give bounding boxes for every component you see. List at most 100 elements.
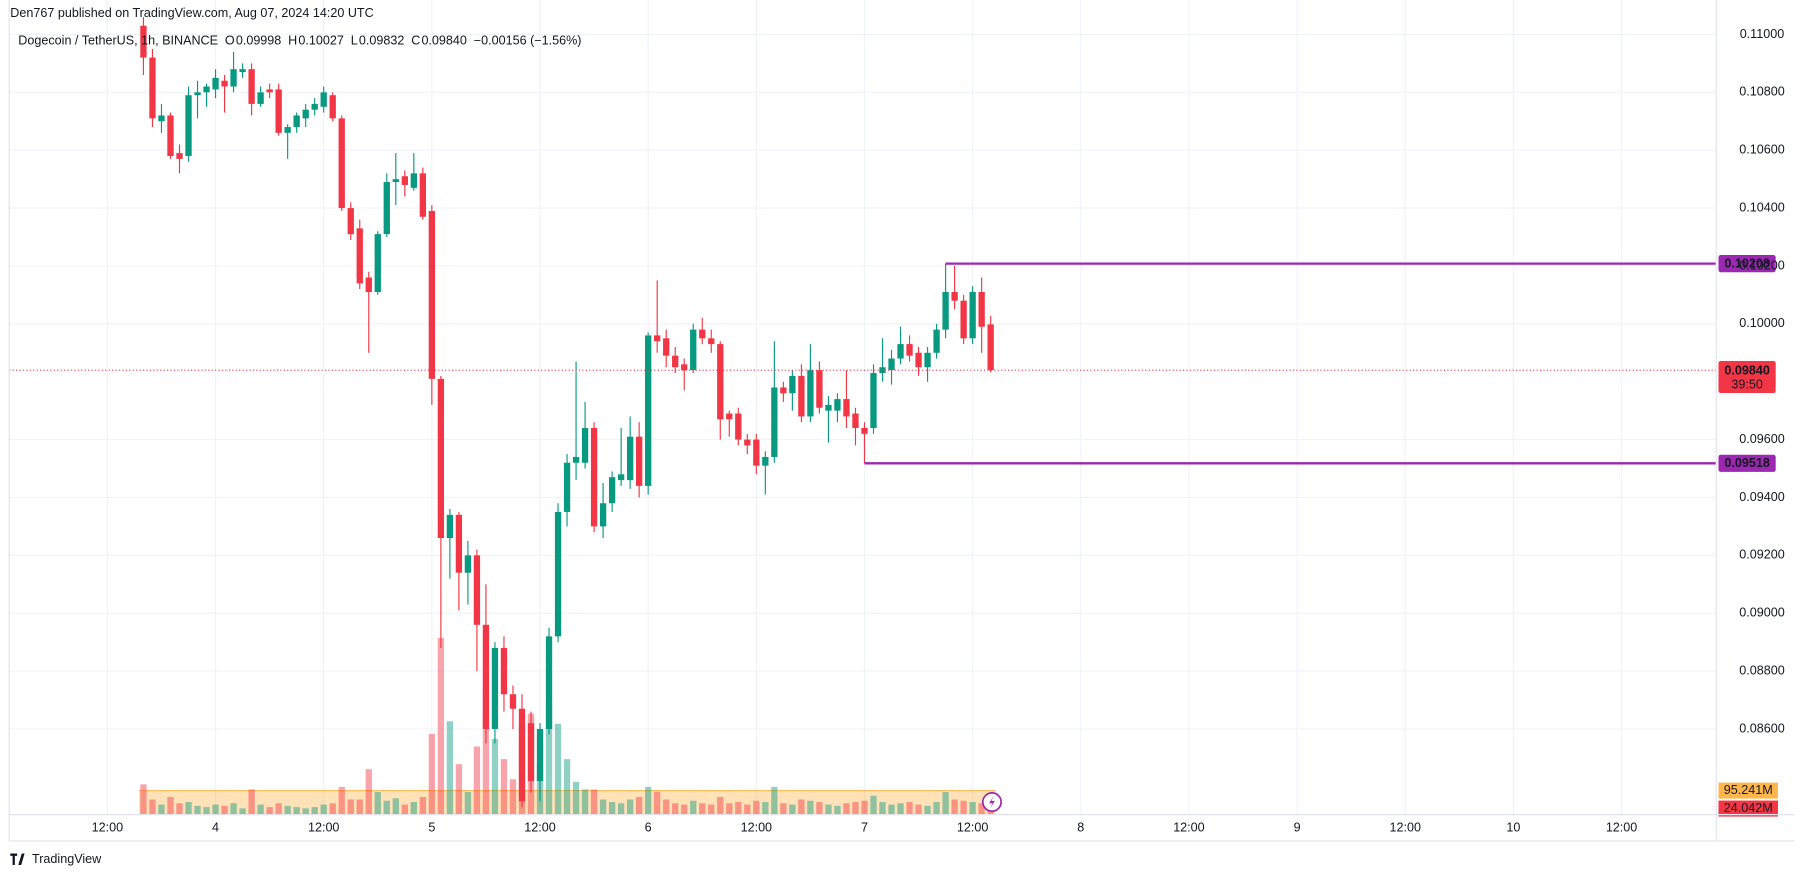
y-tick-label: 0.10000 — [1739, 316, 1784, 330]
x-tick-label: 5 — [428, 821, 435, 835]
candle-body — [780, 387, 787, 394]
candle-body — [491, 647, 499, 729]
volume-bar — [545, 701, 553, 815]
candle-body — [843, 399, 850, 417]
candle-body — [500, 647, 508, 695]
volume-bar — [338, 786, 345, 815]
volume-bar — [852, 802, 859, 815]
candle-body — [915, 352, 922, 368]
candle-body — [212, 77, 219, 90]
volume-ma-badge — [1718, 782, 1778, 799]
last-volume-badge — [1718, 800, 1778, 817]
candle-body — [654, 335, 661, 342]
candle-body — [762, 456, 769, 466]
candle-body — [789, 375, 796, 394]
candle-body — [933, 329, 940, 353]
volume-bar — [897, 803, 904, 815]
volume-bar — [834, 805, 841, 815]
candle-body — [906, 344, 913, 356]
candle-body — [987, 324, 994, 371]
volume-bar — [744, 804, 751, 815]
candle-body — [735, 413, 742, 440]
candle-body — [455, 514, 463, 573]
volume-bar — [690, 800, 697, 815]
volume-bar — [969, 802, 976, 815]
volume-bar — [194, 805, 201, 815]
candle-body — [293, 115, 300, 128]
ohlc-key: L — [351, 34, 358, 48]
candle-body — [572, 456, 580, 463]
candle-body — [428, 210, 436, 379]
volume-bar — [762, 802, 769, 815]
candle-body — [617, 474, 625, 481]
candle-body — [518, 708, 526, 802]
candle-body — [185, 95, 192, 156]
volume-bar — [203, 807, 210, 815]
y-tick-label: 0.08600 — [1739, 721, 1784, 735]
candle-body — [536, 728, 544, 782]
countdown: 39:50 — [1731, 377, 1762, 391]
volume-bar — [906, 802, 913, 815]
published-note: Den767 published on TradingView.com, Aug… — [10, 6, 373, 20]
x-tick-label: 7 — [861, 821, 868, 835]
volume-bar — [789, 804, 796, 815]
candle-body — [203, 86, 210, 93]
volume-bar — [176, 803, 183, 815]
x-tick-label: 6 — [645, 821, 652, 835]
candle-body — [960, 300, 967, 339]
ohlc-key: C — [411, 34, 420, 48]
volume-bar — [446, 721, 454, 815]
candle-body — [834, 399, 841, 411]
volume-bar — [861, 800, 868, 815]
y-tick-label: 0.09400 — [1739, 490, 1784, 504]
level-label: 0.09518 — [1724, 456, 1769, 470]
volume-bar — [221, 805, 228, 815]
volume-bar — [455, 764, 463, 815]
volume-bar — [663, 799, 670, 815]
level-badge — [1718, 255, 1776, 273]
x-tick-label: 12:00 — [92, 821, 123, 835]
volume-bar — [428, 733, 436, 815]
volume-bar — [239, 808, 246, 815]
candle-body — [852, 413, 859, 429]
volume-bar — [978, 803, 985, 815]
ohlc-value: 0.10027 — [298, 34, 343, 48]
candle-body — [437, 378, 445, 538]
legend: Dogecoin / TetherUS, 1h, BINANCE O 0.0999… — [18, 34, 581, 48]
x-tick-label: 12:00 — [1606, 821, 1637, 835]
volume-bar — [617, 803, 625, 815]
volume-bar — [771, 786, 778, 815]
volume-bar — [158, 804, 165, 815]
volume-bar — [879, 802, 886, 815]
volume-bar — [933, 802, 940, 815]
volume-bar — [870, 795, 877, 815]
level-label: 0.10208 — [1724, 257, 1769, 271]
volume-bar — [140, 784, 147, 815]
volume-bar — [509, 779, 517, 815]
volume-bar — [563, 759, 571, 815]
candle-body — [699, 329, 706, 339]
volume-bar — [951, 799, 958, 815]
volume-bar — [798, 799, 805, 815]
volume-bar — [464, 791, 472, 815]
candle-body — [608, 477, 616, 504]
volume-bar — [392, 798, 399, 815]
candle-body — [645, 335, 652, 486]
candle-body — [708, 338, 715, 345]
candle-body — [924, 352, 931, 368]
volume-bar — [807, 800, 814, 815]
volume-bar — [626, 799, 634, 815]
volume-bar — [654, 791, 661, 815]
volume-bar — [401, 804, 408, 815]
volume-bar — [257, 804, 264, 815]
candles — [140, 17, 994, 808]
volume-bar — [843, 803, 850, 815]
candle-body — [383, 182, 390, 235]
level-badge — [1718, 454, 1776, 472]
candle-body — [545, 636, 553, 729]
candle-body — [527, 723, 535, 782]
ohlc-key: H — [288, 34, 297, 48]
candle-body — [663, 338, 670, 356]
candle-body — [816, 370, 823, 408]
volume-bar — [149, 799, 156, 815]
